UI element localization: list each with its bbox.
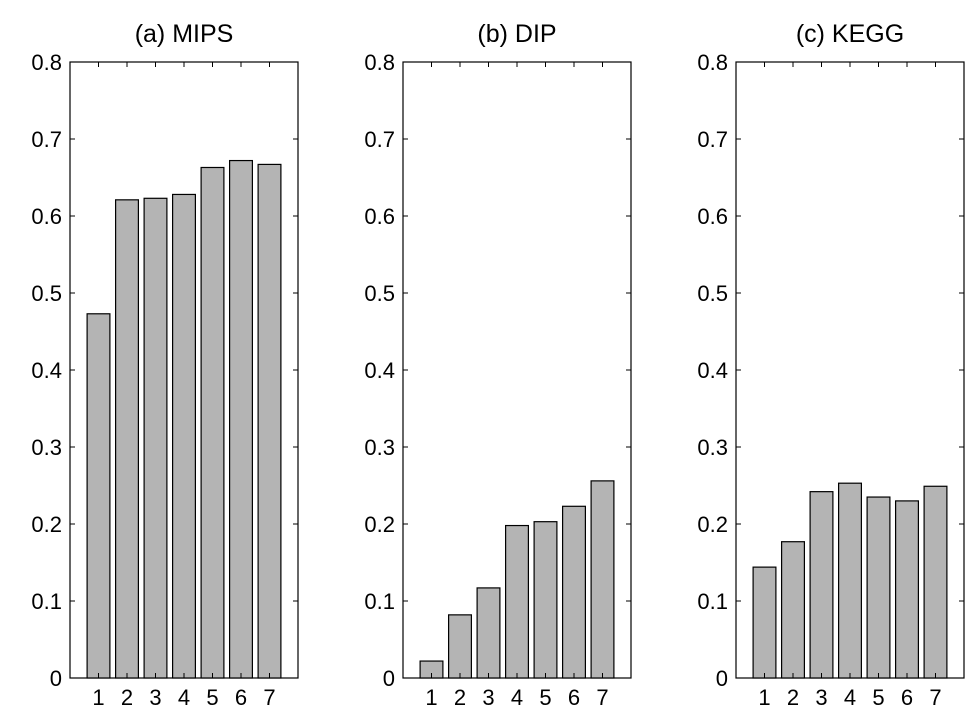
x-tick-label: 1 [758,685,770,710]
x-tick-label: 3 [149,685,161,710]
y-tick-label: 0.8 [31,50,62,75]
x-tick-label: 2 [454,685,466,710]
bar [257,163,282,679]
y-tick-label: 0.2 [31,512,62,537]
bar [561,505,586,679]
bar [837,482,862,679]
y-tick-label: 0 [50,666,62,691]
y-tick-label: 0.1 [364,589,395,614]
x-tick-label: 2 [121,685,133,710]
bar [200,166,225,679]
y-tick-label: 0.3 [697,435,728,460]
bar [866,496,891,679]
chart-panel-1: (a) MIPS 0 0.1 0.2 0.3 0.4 0.5 0.6 0.7 0.8 1 2 3 4 5 6 7 [31,20,299,710]
bar [752,566,777,679]
bar [114,199,139,679]
x-tick-label: 6 [901,685,913,710]
y-tick-label: 0.4 [31,358,62,383]
x-tick-label: 3 [815,685,827,710]
bar [590,480,615,679]
y-tick-label: 0 [383,666,395,691]
bar [780,541,805,679]
bar [894,500,919,679]
y-tick-label: 0.5 [31,281,62,306]
bar [533,521,558,679]
y-tick-label: 0.1 [31,589,62,614]
x-tick-label: 4 [511,685,523,710]
y-tick-label: 0.6 [364,204,395,229]
y-tick-label: 0 [716,666,728,691]
y-tick-label: 0.6 [31,204,62,229]
bar [448,614,473,679]
x-tick-label: 5 [872,685,884,710]
bar [476,587,501,679]
y-tick-label: 0.7 [364,127,395,152]
x-tick-label: 4 [178,685,190,710]
x-tick-label: 7 [929,685,941,710]
bar [809,491,834,679]
y-tick-label: 0.8 [697,50,728,75]
panel-title: (c) KEGG [796,20,904,48]
bar [143,197,168,679]
y-tick-label: 0.3 [364,435,395,460]
y-tick-label: 0.4 [697,358,728,383]
y-tick-label: 0.2 [364,512,395,537]
bar [505,524,530,679]
x-tick-label: 1 [425,685,437,710]
x-tick-label: 6 [568,685,580,710]
panel-title: (b) DIP [477,20,556,48]
y-tick-label: 0.6 [697,204,728,229]
x-tick-label: 6 [235,685,247,710]
y-tick-label: 0.5 [697,281,728,306]
x-tick-label: 7 [596,685,608,710]
x-tick-label: 2 [787,685,799,710]
x-tick-label: 1 [92,685,104,710]
y-tick-label: 0.7 [697,127,728,152]
bar [229,159,254,679]
x-tick-label: 5 [539,685,551,710]
y-tick-label: 0.5 [364,281,395,306]
x-tick-label: 3 [482,685,494,710]
y-tick-label: 0.4 [364,358,395,383]
y-tick-label: 0.8 [364,50,395,75]
panel-title: (a) MIPS [135,20,234,48]
y-tick-label: 0.1 [697,589,728,614]
x-tick-label: 4 [844,685,856,710]
bar [86,313,111,679]
x-tick-label: 5 [206,685,218,710]
bar [172,193,197,679]
y-tick-label: 0.2 [697,512,728,537]
x-tick-label: 7 [263,685,275,710]
chart-panel-2: (b) DIP 0 0.1 0.2 0.3 0.4 0.5 0.6 0.7 0.8 1 2 3 4 5 6 7 [364,20,632,710]
y-tick-label: 0.3 [31,435,62,460]
bar [923,485,948,679]
y-tick-label: 0.7 [31,127,62,152]
chart-panel-3: (c) KEGG 0 0.1 0.2 0.3 0.4 0.5 0.6 0.7 0.8 1 2 3 4 5 6 7 [697,20,965,710]
